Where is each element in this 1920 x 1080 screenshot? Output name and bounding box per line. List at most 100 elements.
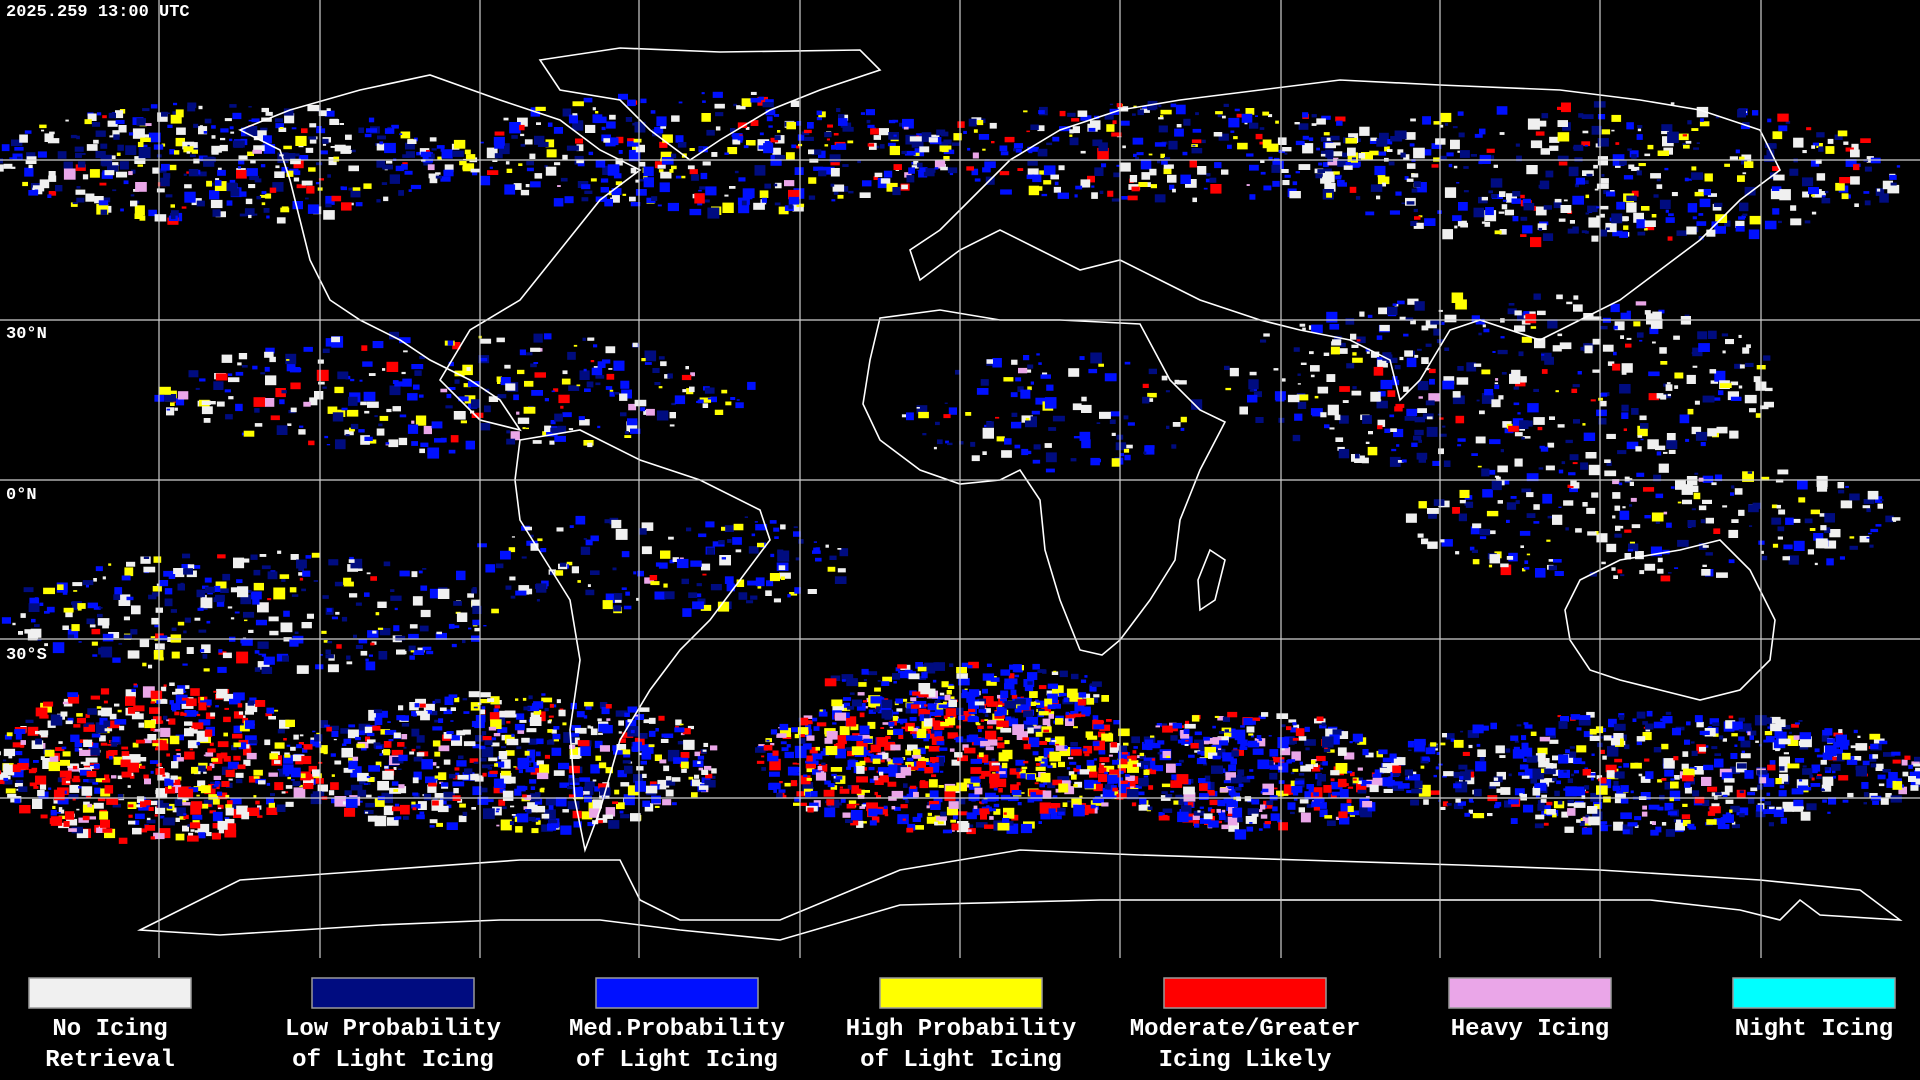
icing-pixel <box>198 629 207 633</box>
icing-pixel <box>1048 713 1054 719</box>
icing-pixel <box>1249 389 1254 392</box>
icing-pixel <box>186 647 194 654</box>
icing-pixel <box>1479 528 1491 536</box>
icing-pixel <box>918 170 928 178</box>
icing-pixel <box>644 803 654 812</box>
icing-pixel <box>102 624 109 629</box>
icing-pixel <box>1714 370 1726 382</box>
icing-pixel <box>1004 438 1012 445</box>
icing-pixel <box>813 547 820 551</box>
icing-pixel <box>1098 363 1104 367</box>
icing-pixel <box>597 361 606 368</box>
icing-pixel <box>171 708 177 712</box>
icing-pixel <box>1458 132 1465 138</box>
icing-pixel <box>372 630 377 634</box>
icing-pixel <box>319 654 323 656</box>
icing-pixel <box>1293 347 1300 352</box>
icing-pixel <box>842 126 854 132</box>
icing-pixel <box>390 589 395 592</box>
icing-pixel <box>997 742 1005 749</box>
icing-pixel <box>936 816 947 821</box>
icing-pixel <box>628 149 641 162</box>
icing-pixel <box>1484 389 1494 396</box>
icing-pixel <box>1413 208 1418 213</box>
icing-pixel <box>763 143 774 154</box>
icing-pixel <box>1255 417 1264 423</box>
icing-pixel <box>220 128 229 133</box>
icing-pixel <box>1392 303 1397 306</box>
icing-pixel <box>1255 133 1263 140</box>
icing-pixel <box>529 806 537 812</box>
icing-pixel <box>712 91 723 98</box>
icing-pixel <box>1771 517 1782 525</box>
icing-pixel <box>1006 821 1014 826</box>
icing-pixel <box>1572 195 1584 205</box>
icing-pixel <box>762 102 774 108</box>
icing-pixel <box>630 813 641 822</box>
icing-pixel <box>851 810 863 821</box>
icing-pixel <box>758 145 764 150</box>
icing-pixel <box>1591 125 1602 135</box>
icing-pixel <box>1003 812 1007 815</box>
icing-pixel <box>1302 112 1309 118</box>
icing-pixel <box>737 135 744 141</box>
icing-pixel <box>1600 400 1607 407</box>
icing-pixel <box>135 813 145 820</box>
icing-pixel <box>395 635 406 641</box>
icing-pixel <box>819 709 823 713</box>
icing-pixel <box>867 124 875 129</box>
icing-pixel <box>1453 165 1458 169</box>
icing-pixel <box>330 753 336 757</box>
icing-pixel <box>634 737 645 746</box>
icing-pixel <box>1691 426 1702 435</box>
icing-pixel <box>547 720 552 724</box>
icing-pixel <box>1410 118 1416 122</box>
icing-pixel <box>1397 300 1405 305</box>
icing-pixel <box>1317 169 1325 173</box>
icing-pixel <box>357 568 363 571</box>
icing-pixel <box>625 720 637 730</box>
icing-pixel <box>334 581 343 587</box>
icing-pixel <box>365 794 372 798</box>
icing-pixel <box>1342 400 1349 403</box>
icing-pixel <box>86 144 98 151</box>
icing-pixel <box>274 171 285 178</box>
icing-pixel <box>1088 127 1096 132</box>
icing-pixel <box>419 703 426 708</box>
icing-pixel <box>449 734 460 741</box>
icing-pixel <box>1410 319 1416 325</box>
icing-pixel <box>1629 504 1633 507</box>
icing-pixel <box>1537 223 1547 230</box>
icing-pixel <box>1611 213 1623 224</box>
icing-pixel <box>1166 425 1170 429</box>
icing-pixel <box>231 745 237 751</box>
icing-pixel <box>429 825 435 828</box>
icing-pixel <box>1370 184 1383 192</box>
icing-pixel <box>340 186 347 191</box>
icing-pixel <box>1771 186 1782 191</box>
icing-pixel <box>268 802 275 808</box>
icing-pixel <box>213 784 219 787</box>
icing-pixel <box>434 719 439 723</box>
icing-pixel <box>1001 762 1008 769</box>
icing-pixel <box>1335 175 1342 180</box>
icing-pixel <box>159 699 168 704</box>
icing-pixel <box>497 381 501 384</box>
icing-pixel <box>1284 152 1288 155</box>
icing-pixel <box>28 190 39 196</box>
icing-pixel <box>1080 115 1092 121</box>
icing-pixel <box>975 721 980 725</box>
icing-pixel <box>1367 446 1378 456</box>
icing-pixel <box>154 214 167 222</box>
icing-pixel <box>1714 474 1723 482</box>
icing-pixel <box>277 550 282 554</box>
icing-pixel <box>448 773 456 779</box>
icing-pixel <box>699 397 711 403</box>
icing-pixel <box>510 595 516 599</box>
icing-pixel <box>510 805 515 808</box>
icing-pixel <box>49 131 55 135</box>
icing-pixel <box>79 749 91 756</box>
icing-pixel <box>1687 203 1698 213</box>
icing-pixel <box>452 342 461 350</box>
icing-pixel <box>754 521 758 523</box>
